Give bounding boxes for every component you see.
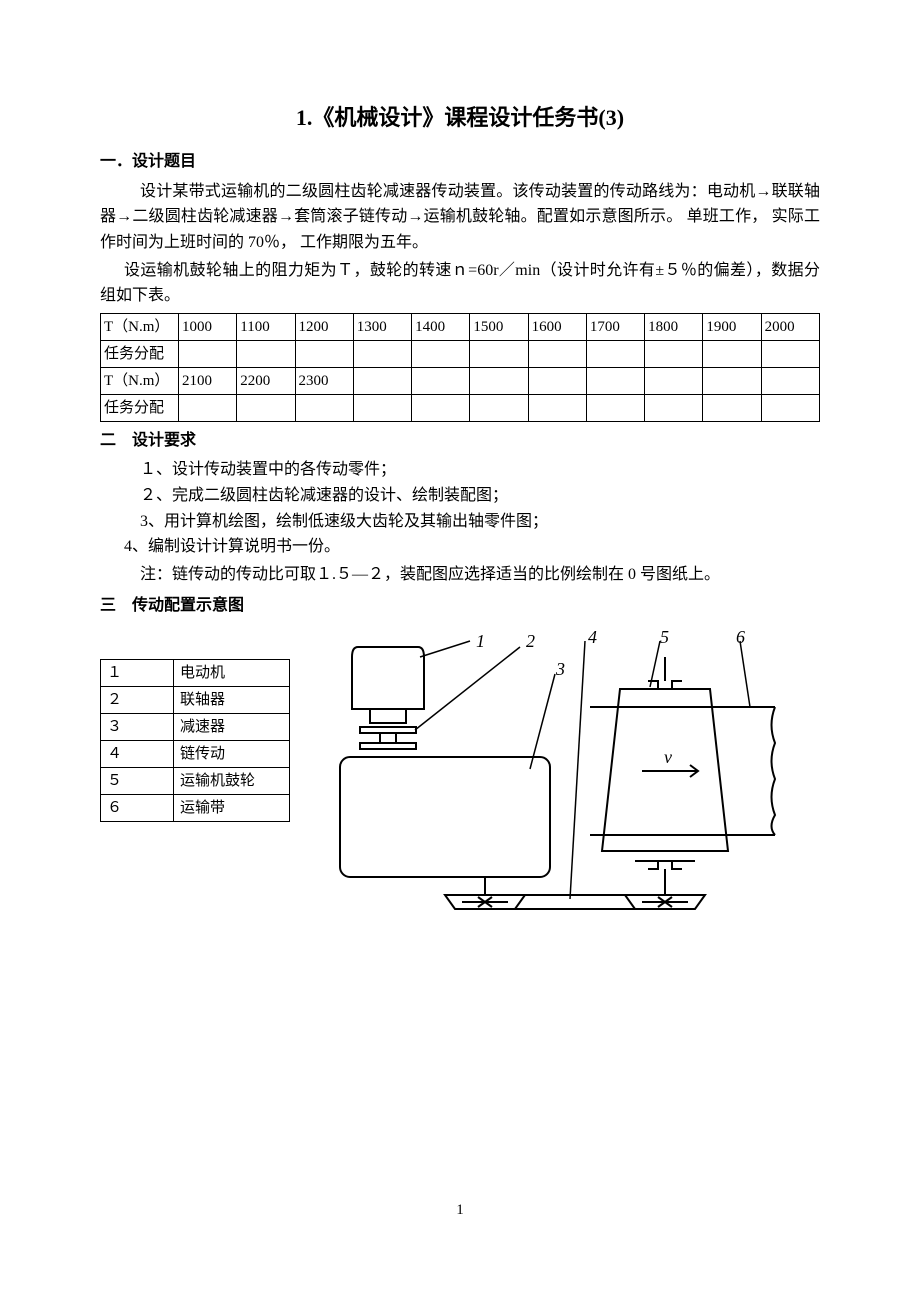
section1-p1: 设计某带式运输机的二级圆柱齿轮减速器传动装置。该传动装置的传动路线为：电动机→联… [100, 179, 820, 256]
list-item: 3、用计算机绘图，绘制低速级大齿轮及其输出轴零件图； [100, 509, 820, 535]
table-row: 任务分配 [101, 340, 820, 367]
table-cell: ６ [101, 794, 174, 821]
table-cell: 1800 [645, 313, 703, 340]
table-cell: 减速器 [174, 713, 290, 740]
table-cell: 1500 [470, 313, 528, 340]
requirements-list: １、设计传动装置中的各传动零件； ２、完成二级圆柱齿轮减速器的设计、绘制装配图；… [100, 457, 820, 559]
diagram-label-5: 5 [660, 629, 669, 647]
table-cell: T（N.m） [101, 313, 179, 340]
page-number: 1 [100, 1198, 820, 1222]
table-cell: 运输机鼓轮 [174, 767, 290, 794]
list-item: １、设计传动装置中的各传动零件； [100, 457, 820, 483]
table-row: １电动机 [101, 659, 290, 686]
table-cell: 任务分配 [101, 394, 179, 421]
table-cell: T（N.m） [101, 367, 179, 394]
section2-head: 二 设计要求 [100, 428, 820, 454]
table-row: 任务分配 [101, 394, 820, 421]
page-title: 1.《机械设计》课程设计任务书(3) [100, 100, 820, 135]
table-cell: ５ [101, 767, 174, 794]
table-row: ５运输机鼓轮 [101, 767, 290, 794]
diagram-velocity-label: v [664, 747, 672, 767]
section1-p2: 设运输机鼓轮轴上的阻力矩为Ｔ，鼓轮的转速ｎ=60r／min（设计时允许有±５％的… [100, 258, 820, 309]
table-cell: ４ [101, 740, 174, 767]
table-cell: 2200 [237, 367, 295, 394]
table-cell: 2300 [295, 367, 353, 394]
list-item: ２、完成二级圆柱齿轮减速器的设计、绘制装配图； [100, 483, 820, 509]
table-cell: 2100 [179, 367, 237, 394]
table-cell: 1700 [586, 313, 644, 340]
diagram-label-3: 3 [555, 659, 565, 679]
table-cell: 1200 [295, 313, 353, 340]
legend-table: １电动机 ２联轴器 ３减速器 ４链传动 ５运输机鼓轮 ６运输带 [100, 659, 290, 822]
table-cell: 1600 [528, 313, 586, 340]
table-row: ３减速器 [101, 713, 290, 740]
table-row: ２联轴器 [101, 686, 290, 713]
section3-head: 三 传动配置示意图 [100, 593, 820, 619]
table-row: T（N.m） 2100 2200 2300 [101, 367, 820, 394]
table-cell: １ [101, 659, 174, 686]
section1-head: 一．设计题目 [100, 149, 820, 175]
table-cell: 联轴器 [174, 686, 290, 713]
table-cell: 电动机 [174, 659, 290, 686]
table-cell: 任务分配 [101, 340, 179, 367]
table-cell: 1900 [703, 313, 761, 340]
table-cell: 1400 [412, 313, 470, 340]
table-cell: 1000 [179, 313, 237, 340]
section2-note: 注：链传动的传动比可取１.５—２，装配图应选择适当的比例绘制在 0 号图纸上。 [100, 562, 820, 588]
table-cell: 1300 [353, 313, 411, 340]
data-table: T（N.m） 1000 1100 1200 1300 1400 1500 160… [100, 313, 820, 422]
diagram-label-6: 6 [736, 629, 745, 647]
transmission-diagram: 1 2 3 4 5 6 v [320, 629, 820, 938]
table-cell: 运输带 [174, 794, 290, 821]
table-cell: ２ [101, 686, 174, 713]
table-cell: 链传动 [174, 740, 290, 767]
table-cell: ３ [101, 713, 174, 740]
diagram-label-4: 4 [588, 629, 597, 647]
diagram-label-2: 2 [526, 631, 535, 651]
list-item: 4、编制设计计算说明书一份。 [100, 534, 820, 560]
diagram-label-1: 1 [476, 631, 485, 651]
table-row: ４链传动 [101, 740, 290, 767]
table-cell: 2000 [761, 313, 819, 340]
table-row: ６运输带 [101, 794, 290, 821]
table-cell: 1100 [237, 313, 295, 340]
table-row: T（N.m） 1000 1100 1200 1300 1400 1500 160… [101, 313, 820, 340]
